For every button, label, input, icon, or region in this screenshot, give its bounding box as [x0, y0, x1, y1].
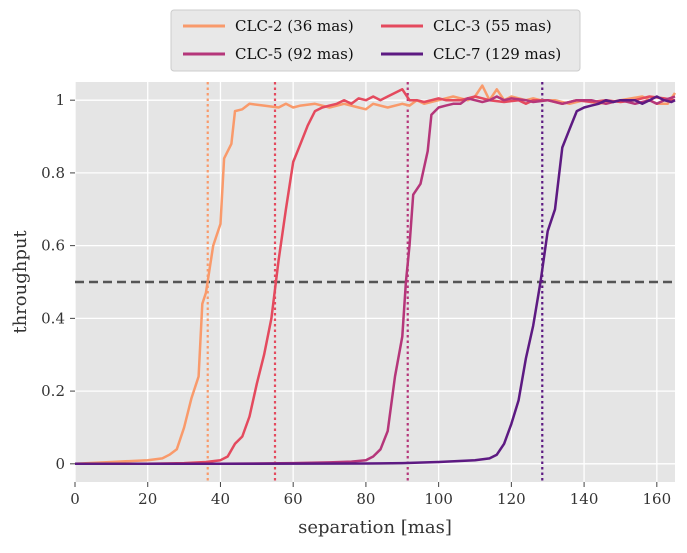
legend-label-2: CLC-5 (92 mas) [235, 45, 354, 63]
x-tick-label-5: 100 [424, 490, 453, 508]
legend-label-1: CLC-3 (55 mas) [433, 17, 552, 35]
x-tick-label-7: 140 [570, 490, 599, 508]
legend: CLC-2 (36 mas) CLC-3 (55 mas) CLC-5 (92 … [170, 9, 581, 72]
series-line-3 [75, 95, 676, 466]
x-axis-label: separation [mas] [298, 517, 452, 538]
y-axis-ticks: 0 0.2 0.4 0.6 0.8 1 [41, 91, 75, 473]
y-axis-label: throughput [10, 230, 31, 334]
series-lines [74, 84, 677, 466]
x-tick-label-8: 160 [642, 490, 671, 508]
legend-label-0: CLC-2 (36 mas) [235, 17, 354, 35]
series-line-2 [75, 95, 676, 466]
y-tick-label-2: 0.4 [41, 309, 65, 327]
x-tick-label-3: 60 [284, 490, 303, 508]
y-tick-label-0: 0 [55, 455, 65, 473]
y-tick-label-5: 1 [55, 91, 65, 109]
y-tick-label-1: 0.2 [41, 382, 65, 400]
x-tick-label-1: 20 [138, 490, 157, 508]
y-tick-label-4: 0.8 [41, 164, 65, 182]
y-tick-label-3: 0.6 [41, 237, 65, 255]
x-axis-ticks: 0 20 40 60 80 100 120 140 160 [70, 482, 671, 508]
x-tick-label-2: 40 [211, 490, 230, 508]
legend-box [170, 9, 581, 72]
x-tick-label-4: 80 [356, 490, 375, 508]
legend-label-3: CLC-7 (129 mas) [433, 45, 561, 63]
x-tick-label-6: 120 [497, 490, 526, 508]
x-tick-label-0: 0 [70, 490, 80, 508]
